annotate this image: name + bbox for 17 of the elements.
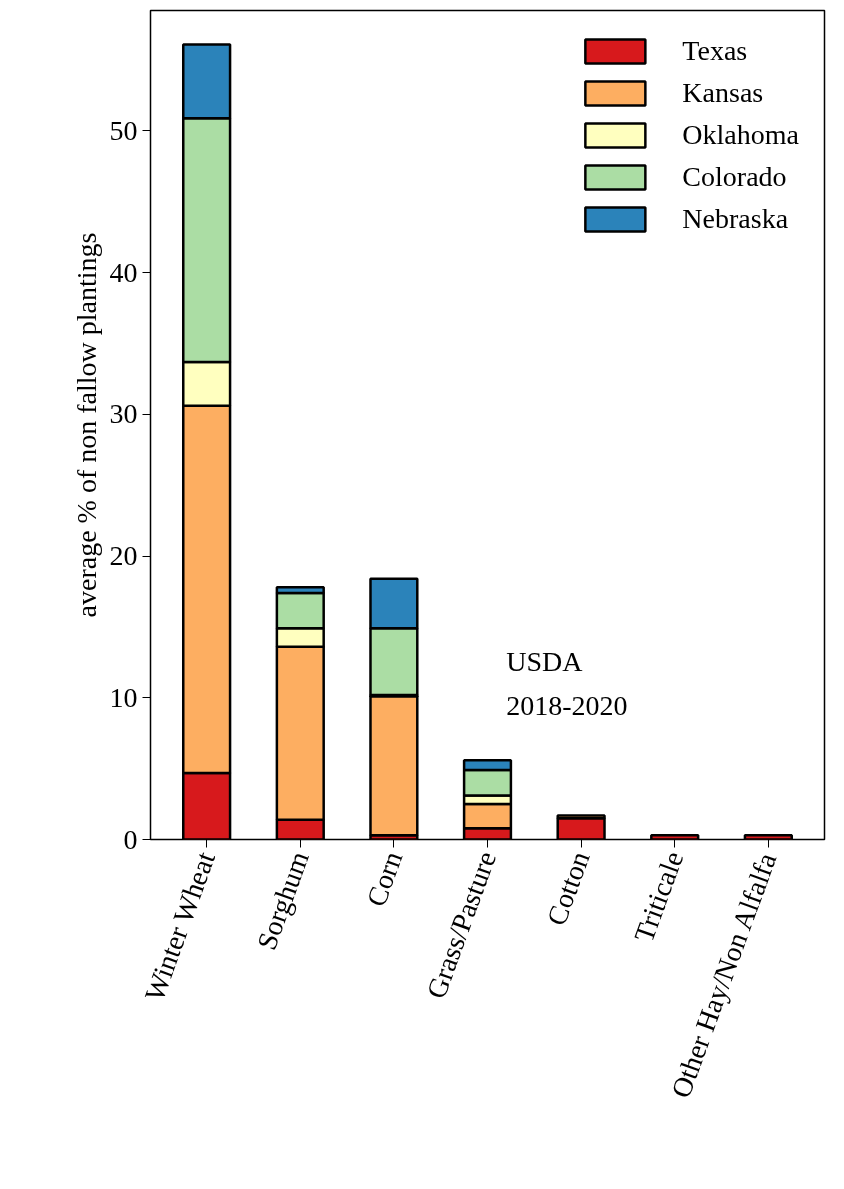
y-tick-label: 10	[109, 681, 138, 713]
annotation: 2018-2020	[506, 689, 628, 721]
y-tick-label: 20	[109, 540, 138, 572]
y-tick-label: 30	[109, 398, 138, 430]
x-tick-label: Winter Wheat	[138, 847, 222, 1006]
y-axis-title: average % of non fallow plantings	[70, 232, 102, 618]
legend-label: Nebraska	[682, 203, 789, 235]
y-tick-label: 50	[109, 114, 138, 146]
annotation: USDA	[506, 645, 584, 677]
x-tick-label: Corn	[360, 847, 409, 911]
legend-label: Kansas	[682, 77, 764, 109]
legend-label: Texas	[682, 35, 748, 67]
legend-label: Colorado	[682, 161, 787, 193]
legend-label: Oklahoma	[682, 119, 799, 151]
y-tick-label: 0	[123, 823, 138, 855]
x-tick-label: Cotton	[540, 847, 596, 930]
y-tick-label: 40	[109, 256, 138, 288]
